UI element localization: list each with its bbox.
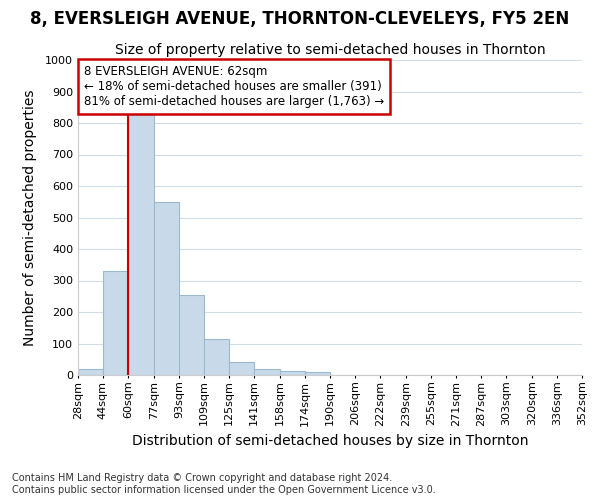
- Y-axis label: Number of semi-detached properties: Number of semi-detached properties: [23, 89, 37, 346]
- Text: 8, EVERSLEIGH AVENUE, THORNTON-CLEVELEYS, FY5 2EN: 8, EVERSLEIGH AVENUE, THORNTON-CLEVELEYS…: [31, 10, 569, 28]
- Bar: [78, 368, 103, 375]
- Bar: [305, 372, 330, 375]
- Bar: [154, 202, 179, 375]
- Bar: [280, 371, 305, 375]
- Text: Contains HM Land Registry data © Crown copyright and database right 2024.
Contai: Contains HM Land Registry data © Crown c…: [12, 474, 436, 495]
- Bar: [128, 114, 154, 375]
- Title: Size of property relative to semi-detached houses in Thornton: Size of property relative to semi-detach…: [115, 44, 545, 58]
- Bar: [229, 362, 254, 375]
- X-axis label: Distribution of semi-detached houses by size in Thornton: Distribution of semi-detached houses by …: [132, 434, 528, 448]
- Bar: [204, 339, 229, 375]
- Bar: [179, 294, 204, 375]
- Text: 8 EVERSLEIGH AVENUE: 62sqm
← 18% of semi-detached houses are smaller (391)
81% o: 8 EVERSLEIGH AVENUE: 62sqm ← 18% of semi…: [84, 64, 385, 108]
- Bar: [254, 370, 280, 375]
- Bar: [103, 271, 128, 375]
